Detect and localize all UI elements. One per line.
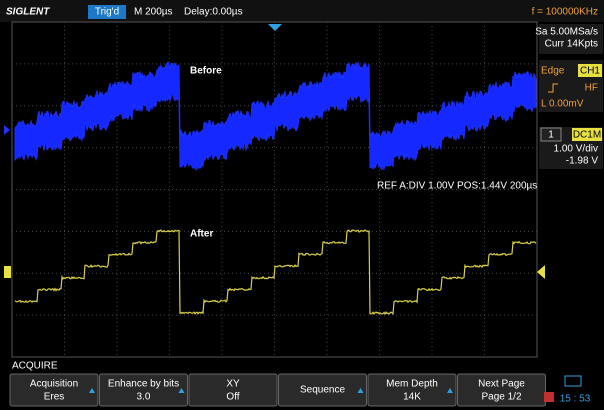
menu-button[interactable] <box>99 373 188 407</box>
trigger-source: CH1 <box>580 66 600 77</box>
edge-icon <box>548 83 558 93</box>
trigger-position-marker <box>268 24 282 31</box>
menu-button-label: Enhance by bits <box>108 379 179 390</box>
graticule-frame <box>11 21 538 358</box>
channel-number: 1 <box>548 130 554 141</box>
acq-info-box <box>539 24 603 54</box>
channel-number-box <box>540 127 562 142</box>
menu-title: ACQUIRE <box>12 361 58 372</box>
menu-button-value: 14K <box>403 392 421 403</box>
menu-button-value: Page 1/2 <box>481 392 521 403</box>
trigger-coupling: HF <box>585 83 598 94</box>
label-before: Before <box>190 66 222 77</box>
network-icon <box>544 392 554 402</box>
status-box <box>88 5 126 19</box>
menu-arrow <box>89 388 95 393</box>
waveform-after <box>14 229 537 316</box>
trigger-type: Edge <box>541 66 565 77</box>
menu-button[interactable] <box>9 373 99 407</box>
ref-info: REF A:DIV 1.00V POS:1.44V 200µs <box>377 181 537 192</box>
usb-icon <box>564 375 582 387</box>
channel-coupling-box <box>572 128 602 141</box>
menu-button-label: Next Page <box>478 379 525 390</box>
menu-button-value: Eres <box>44 392 65 403</box>
menu-button-label: Mem Depth <box>386 379 438 390</box>
status: Trig'd <box>95 7 119 18</box>
menu-button-value: 3.0 <box>137 392 151 403</box>
channel-coupling: DC1M <box>573 130 601 141</box>
memory: Curr 14Kpts <box>545 39 598 50</box>
timebase: M 200µs <box>134 7 173 18</box>
menu-button[interactable] <box>367 373 457 407</box>
menu-button[interactable] <box>278 373 367 407</box>
channel-scale: 1.00 V/div <box>554 144 598 155</box>
ref-marker <box>4 125 10 135</box>
ch1-marker <box>4 266 11 278</box>
trigger-level-marker <box>537 265 545 279</box>
menu-button-label: XY <box>226 379 240 390</box>
trigger-source-box <box>578 64 602 77</box>
menu-button-label: Sequence <box>300 385 345 396</box>
menu-button[interactable] <box>188 373 278 407</box>
menu-arrow <box>178 388 185 393</box>
brand: SIGLENT <box>6 7 50 18</box>
label-after: After <box>190 229 213 240</box>
sample-rate: Sa 5.00MSa/s <box>535 27 598 38</box>
menu-arrow <box>357 388 364 393</box>
menu-arrow <box>447 388 453 393</box>
waveform-before <box>14 61 537 172</box>
waveforms <box>14 61 537 316</box>
clock: 15 : 53 <box>560 394 591 405</box>
frequency: f = 100000KHz <box>532 7 598 18</box>
menu-buttons: Acquisition Eres Enhance by bits 3.0 XY Off Se… <box>9 373 546 407</box>
menu-button-label: Acquisition <box>30 379 78 390</box>
header-bar <box>0 0 604 22</box>
delay: Delay:0.00µs <box>184 7 243 18</box>
menu-button[interactable] <box>457 373 546 407</box>
channel-offset: -1.98 V <box>566 156 599 167</box>
menu-button-value: Off <box>226 392 239 403</box>
trigger-level: L 0.00mV <box>541 99 584 110</box>
